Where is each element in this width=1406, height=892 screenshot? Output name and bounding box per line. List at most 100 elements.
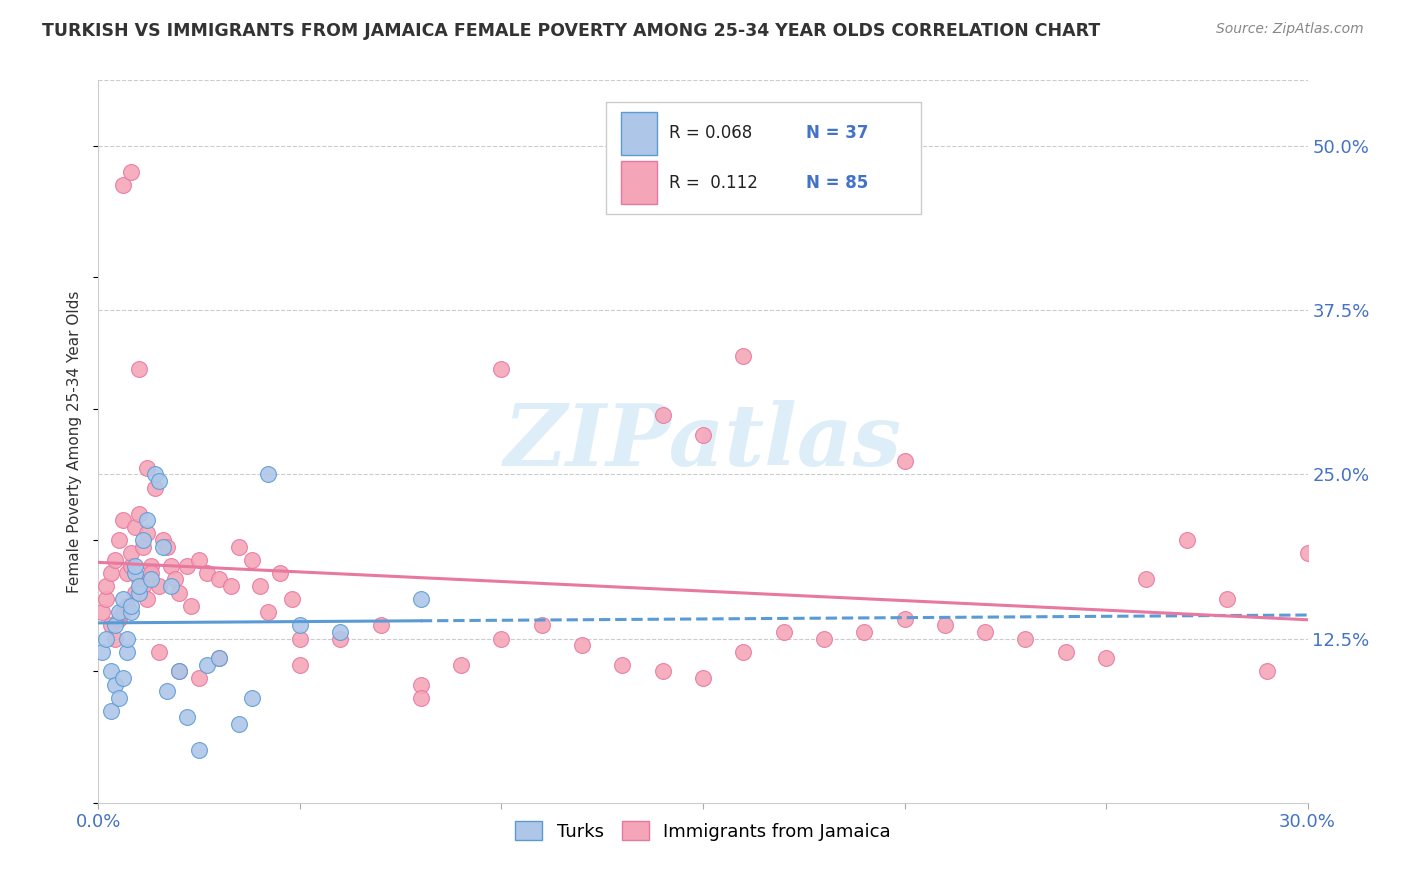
Text: R =  0.112: R = 0.112 [669,174,758,192]
Point [974,625,997,640]
Point [96,632,118,646]
Legend: Turks, Immigrants from Jamaica: Turks, Immigrants from Jamaica [508,814,898,848]
Point [491,632,513,646]
Point [409,677,432,691]
Point [152,533,174,547]
Point [491,362,513,376]
Point [107,605,129,619]
Point [167,665,190,679]
Point [1216,592,1239,607]
Point [329,625,352,640]
Point [103,618,125,632]
Point [111,592,134,607]
Point [124,520,146,534]
Point [167,665,190,679]
Point [288,657,311,672]
Point [111,605,134,619]
Point [132,540,155,554]
Point [100,665,122,679]
Text: Source: ZipAtlas.com: Source: ZipAtlas.com [1216,22,1364,37]
Point [124,585,146,599]
Point [208,573,231,587]
Point [1175,533,1198,547]
Point [733,349,755,363]
Point [91,605,114,619]
Point [208,651,231,665]
Point [256,605,278,619]
Point [96,592,118,607]
Point [221,579,243,593]
Point [188,671,211,685]
Point [772,625,794,640]
Point [651,409,673,423]
FancyBboxPatch shape [606,102,921,214]
Point [111,671,134,685]
Point [135,592,157,607]
Point [249,579,271,593]
Point [409,592,432,607]
Point [733,645,755,659]
Point [195,566,218,580]
Y-axis label: Female Poverty Among 25-34 Year Olds: Female Poverty Among 25-34 Year Olds [67,291,83,592]
Point [143,467,166,482]
Point [571,638,593,652]
Point [115,632,138,646]
Point [188,743,211,757]
Point [128,507,150,521]
Point [188,553,211,567]
Point [329,632,352,646]
Point [156,684,179,698]
FancyBboxPatch shape [621,161,657,204]
Point [893,454,915,468]
Point [160,559,183,574]
Point [288,632,311,646]
Point [135,513,157,527]
Point [96,579,118,593]
Point [228,717,250,731]
Text: N = 85: N = 85 [806,174,868,192]
Point [228,540,250,554]
Text: R = 0.068: R = 0.068 [669,124,752,143]
Point [120,599,142,613]
Point [530,618,553,632]
Point [120,546,142,560]
Point [163,573,186,587]
Point [107,533,129,547]
Point [100,566,122,580]
Point [100,618,122,632]
Point [128,362,150,376]
Point [128,573,150,587]
Point [934,618,956,632]
Point [853,625,876,640]
Point [143,481,166,495]
FancyBboxPatch shape [621,112,657,155]
Point [139,573,162,587]
Point [1256,665,1278,679]
Point [813,632,835,646]
Point [115,566,138,580]
Point [103,632,125,646]
Point [256,467,278,482]
Point [1135,573,1157,587]
Point [1054,645,1077,659]
Point [612,657,634,672]
Point [132,579,155,593]
Point [107,612,129,626]
Point [692,671,714,685]
Point [167,585,190,599]
Point [91,645,114,659]
Point [148,474,170,488]
Point [240,553,263,567]
Point [128,579,150,593]
Point [651,665,673,679]
Point [208,651,231,665]
Point [176,559,198,574]
Point [409,690,432,705]
Point [195,657,218,672]
Text: N = 37: N = 37 [806,124,869,143]
Point [152,540,174,554]
Point [1095,651,1118,665]
Point [692,428,714,442]
Text: ZIPatlas: ZIPatlas [503,400,903,483]
Point [135,526,157,541]
